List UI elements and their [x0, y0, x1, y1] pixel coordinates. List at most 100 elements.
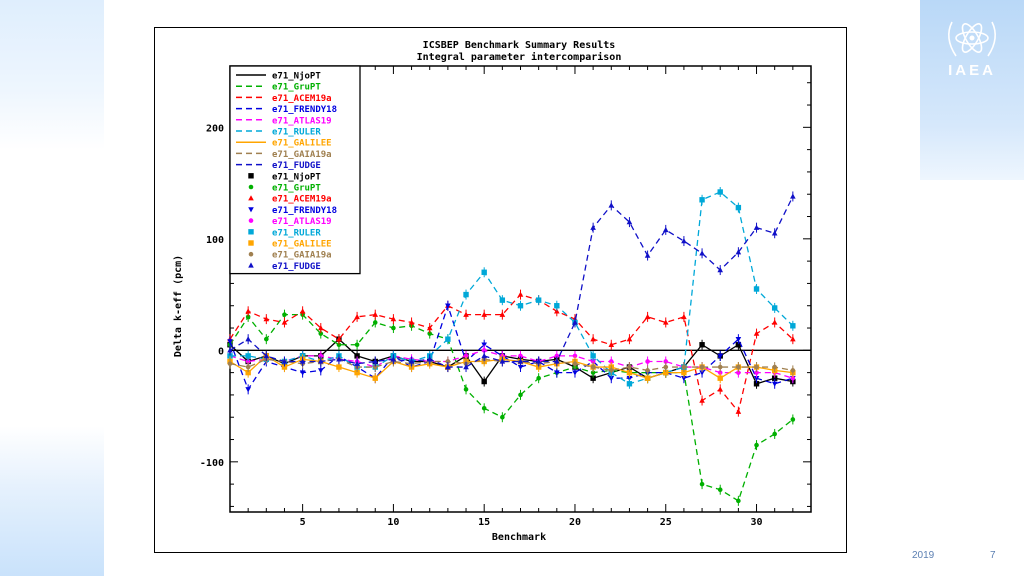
data-point: [754, 370, 759, 375]
chart-subtitle: Integral parameter intercomparison: [417, 51, 622, 63]
data-point: [590, 364, 596, 370]
data-point: [336, 356, 342, 362]
data-point: [644, 252, 651, 258]
data-point: [554, 303, 560, 309]
legend-marker-label: e71_ATLAS19: [272, 217, 332, 227]
data-point: [445, 336, 451, 342]
data-point: [463, 311, 469, 317]
data-point: [281, 319, 288, 325]
data-point: [771, 305, 778, 311]
data-point: [663, 359, 669, 364]
x-tick-label: 10: [387, 517, 399, 528]
data-point: [736, 370, 741, 375]
data-point: [717, 267, 724, 273]
data-point: [517, 358, 524, 364]
data-point: [736, 364, 741, 370]
data-point: [754, 364, 759, 370]
data-point: [699, 364, 705, 370]
data-point: [736, 498, 741, 504]
x-tick-label: 20: [569, 517, 581, 528]
data-point: [717, 370, 723, 375]
data-point: [317, 368, 324, 374]
data-point: [771, 230, 778, 236]
data-point: [608, 341, 615, 347]
data-point: [699, 397, 705, 403]
data-point: [500, 414, 505, 420]
data-point: [264, 336, 269, 342]
data-point: [590, 353, 596, 359]
series-e71_FRENDY18: [227, 300, 796, 395]
footer-year: 2019: [912, 550, 935, 561]
series-line: [229, 338, 793, 385]
data-point: [735, 408, 742, 414]
legend-marker-label: e71_FUDGE: [272, 262, 321, 272]
data-point: [717, 353, 724, 359]
data-point: [227, 339, 233, 345]
legend-marker-swatch: [248, 195, 254, 201]
data-point: [463, 291, 469, 298]
data-point: [717, 375, 723, 381]
series-line: [229, 196, 794, 368]
data-point: [572, 361, 578, 367]
data-point: [645, 359, 650, 364]
data-point: [481, 269, 487, 275]
corner-gradient-bottom: [0, 426, 104, 576]
data-point: [391, 325, 396, 331]
data-point: [317, 325, 324, 331]
data-point: [463, 353, 469, 359]
data-point: [499, 297, 506, 303]
data-point: [590, 336, 596, 342]
data-point: [463, 387, 469, 392]
data-point: [354, 342, 360, 348]
data-point: [535, 297, 542, 303]
series-e71_GruPT: [227, 309, 796, 506]
data-point: [663, 364, 669, 370]
data-point: [427, 331, 433, 336]
data-point: [645, 368, 650, 373]
legend-marker-swatch: [248, 173, 254, 179]
x-axis-label: Benchmark: [492, 532, 546, 543]
data-point: [445, 303, 451, 309]
data-point: [790, 323, 796, 329]
data-point: [518, 392, 523, 398]
data-point: [518, 353, 523, 359]
series-line: [229, 303, 794, 391]
page-number: 7: [990, 550, 996, 561]
data-point: [245, 364, 251, 370]
legend-marker-swatch: [248, 262, 254, 268]
iaea-logo: IAEA: [920, 0, 1024, 180]
data-point: [554, 308, 560, 314]
legend-marker-label: e71_FRENDY18: [272, 206, 337, 216]
data-point: [681, 376, 687, 382]
data-point: [790, 375, 796, 381]
data-point: [790, 368, 796, 373]
chart-frame: ICSBEP Benchmark Summary Results Integra…: [154, 27, 847, 553]
data-point: [481, 348, 487, 353]
data-point: [753, 224, 760, 230]
legend-line-label: e71_FRENDY18: [272, 105, 337, 115]
data-point: [372, 375, 378, 381]
legend-line-label: e71_GruPT: [272, 83, 321, 93]
legend-line-label: e71_ATLAS19: [272, 116, 332, 126]
data-point: [481, 342, 487, 348]
data-point: [644, 375, 651, 381]
iaea-atom-laurel-icon: [948, 21, 996, 57]
data-point: [282, 312, 287, 317]
data-point: [681, 238, 687, 244]
data-point: [735, 249, 742, 255]
legend-marker-swatch: [248, 184, 254, 190]
y-tick-label: -100: [200, 458, 224, 469]
y-tick-label: 100: [206, 235, 224, 246]
data-point: [790, 336, 796, 342]
legend-marker-swatch: [248, 218, 254, 223]
data-point: [445, 364, 451, 370]
data-point: [372, 364, 378, 370]
data-point: [572, 370, 578, 376]
y-tick-label: 0: [218, 346, 224, 357]
data-point: [245, 314, 251, 320]
data-point: [426, 356, 433, 362]
series-line: [230, 191, 794, 385]
data-point: [608, 202, 615, 208]
data-point: [372, 358, 379, 364]
data-point: [408, 358, 415, 364]
